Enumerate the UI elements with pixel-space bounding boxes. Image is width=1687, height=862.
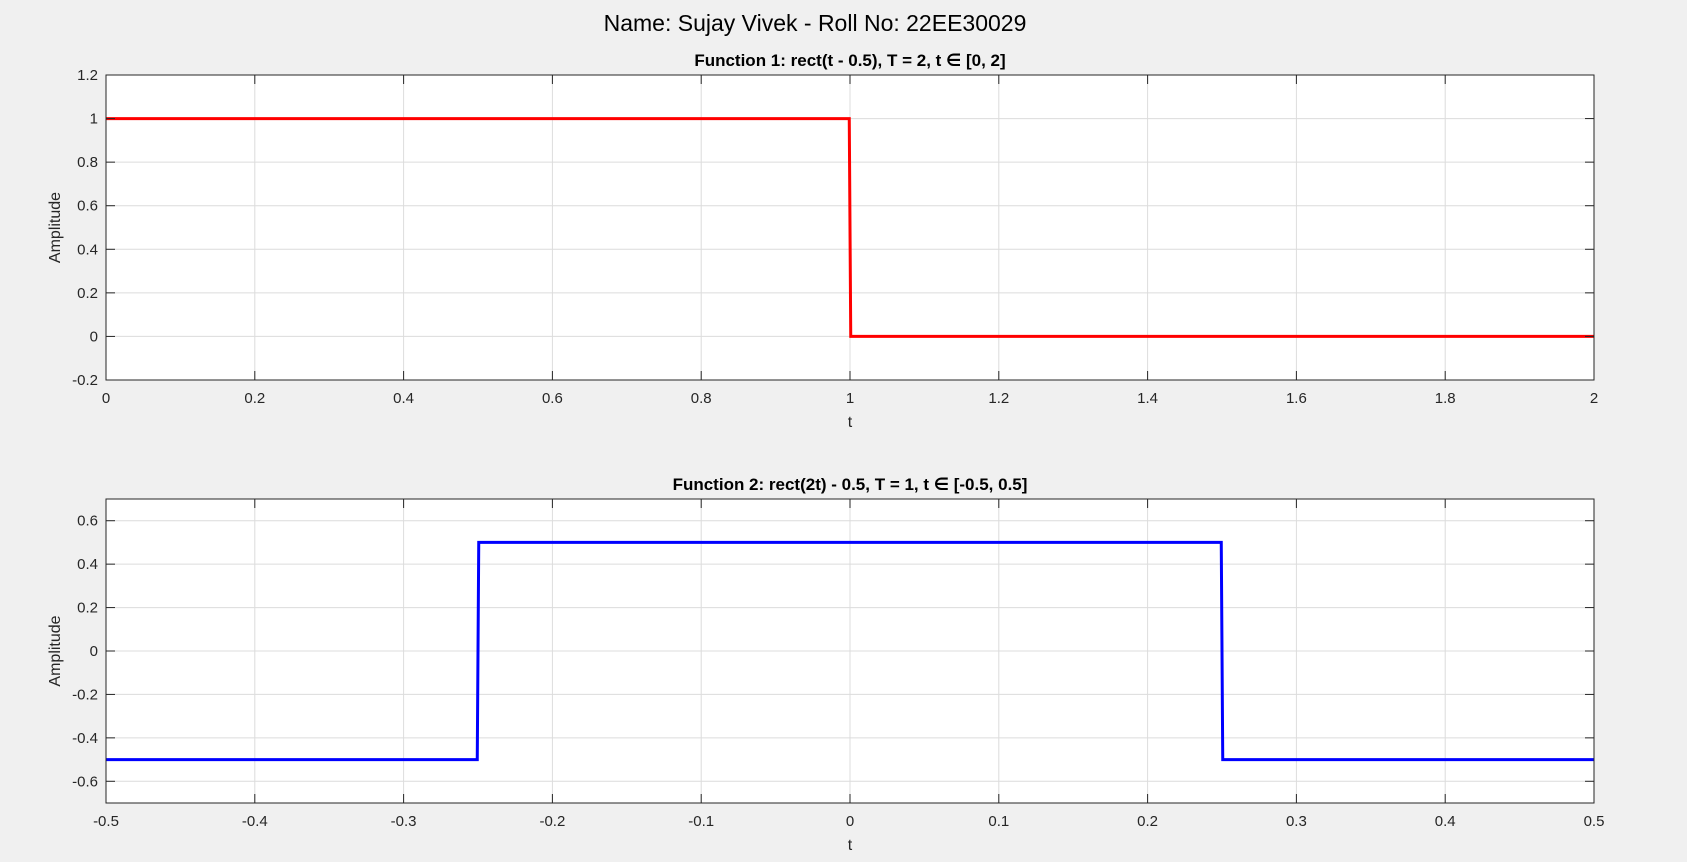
figure-suptitle: Name: Sujay Vivek - Roll No: 22EE30029 — [604, 10, 1027, 36]
y-tick-label: 0.2 — [77, 600, 98, 617]
series-line-1 — [106, 540, 1594, 762]
x-tick-label: -0.2 — [539, 813, 565, 830]
subplot-title: Function 1: rect(t - 0.5), T = 2, t ∈ [0… — [694, 51, 1005, 70]
x-tick-label: 1 — [846, 390, 854, 407]
x-tick-label: 1.6 — [1286, 390, 1307, 407]
x-tick-label: 0 — [102, 390, 110, 407]
y-axis-label: Amplitude — [47, 192, 64, 263]
x-tick-label: 1.4 — [1137, 390, 1158, 407]
y-tick-label: 0 — [90, 643, 98, 660]
x-axis-label: t — [848, 414, 853, 431]
y-tick-label: -0.4 — [72, 730, 98, 747]
x-tick-label: 2 — [1590, 390, 1598, 407]
y-tick-label: 0.4 — [77, 241, 98, 258]
x-tick-label: 0.2 — [1137, 813, 1158, 830]
y-tick-label: 0.4 — [77, 556, 98, 573]
y-tick-label: 1.2 — [77, 67, 98, 84]
x-tick-label: -0.3 — [391, 813, 417, 830]
x-tick-label: 0.6 — [542, 390, 563, 407]
y-tick-label: 0 — [90, 328, 98, 345]
y-tick-label: 0.8 — [77, 154, 98, 171]
x-tick-label: 0.1 — [988, 813, 1009, 830]
x-tick-label: -0.1 — [688, 813, 714, 830]
x-tick-label: 0.4 — [1435, 813, 1456, 830]
y-axis-label: Amplitude — [47, 615, 64, 686]
y-tick-label: -0.2 — [72, 686, 98, 703]
x-tick-label: 0.2 — [244, 390, 265, 407]
x-tick-label: -0.5 — [93, 813, 119, 830]
x-tick-label: 1.8 — [1435, 390, 1456, 407]
x-tick-label: 0.8 — [691, 390, 712, 407]
y-tick-label: -0.6 — [72, 773, 98, 790]
subplots: 0 0.2 0.4 0.6 0.8 1 1.2 1.4 1.6 1.8 2-0.200.20.40.… — [47, 51, 1604, 854]
y-tick-label: 1 — [90, 111, 98, 128]
y-tick-label: 0.6 — [77, 198, 98, 215]
subplot-2: -0.5 -0.4 -0.3 -0.2 -0.1 0 0.1 0.2 0.3 0.4 0.5 -0.6… — [47, 475, 1604, 854]
x-tick-label: 1.2 — [988, 390, 1009, 407]
y-tick-label: 0.6 — [77, 513, 98, 530]
x-axis-label: t — [848, 837, 853, 854]
y-tick-label: 0.2 — [77, 285, 98, 302]
subplot-1: 0 0.2 0.4 0.6 0.8 1 1.2 1.4 1.6 1.8 2-0.200.20.40.… — [47, 51, 1598, 431]
x-tick-label: -0.4 — [242, 813, 268, 830]
x-tick-label: 0.5 — [1584, 813, 1605, 830]
subplot-title: Function 2: rect(2t) - 0.5, T = 1, t ∈ [… — [673, 475, 1028, 494]
x-tick-label: 0 — [846, 813, 854, 830]
y-tick-label: -0.2 — [72, 372, 98, 389]
x-tick-label: 0.4 — [393, 390, 414, 407]
series-line-1 — [106, 117, 1594, 338]
x-tick-label: 0.3 — [1286, 813, 1307, 830]
